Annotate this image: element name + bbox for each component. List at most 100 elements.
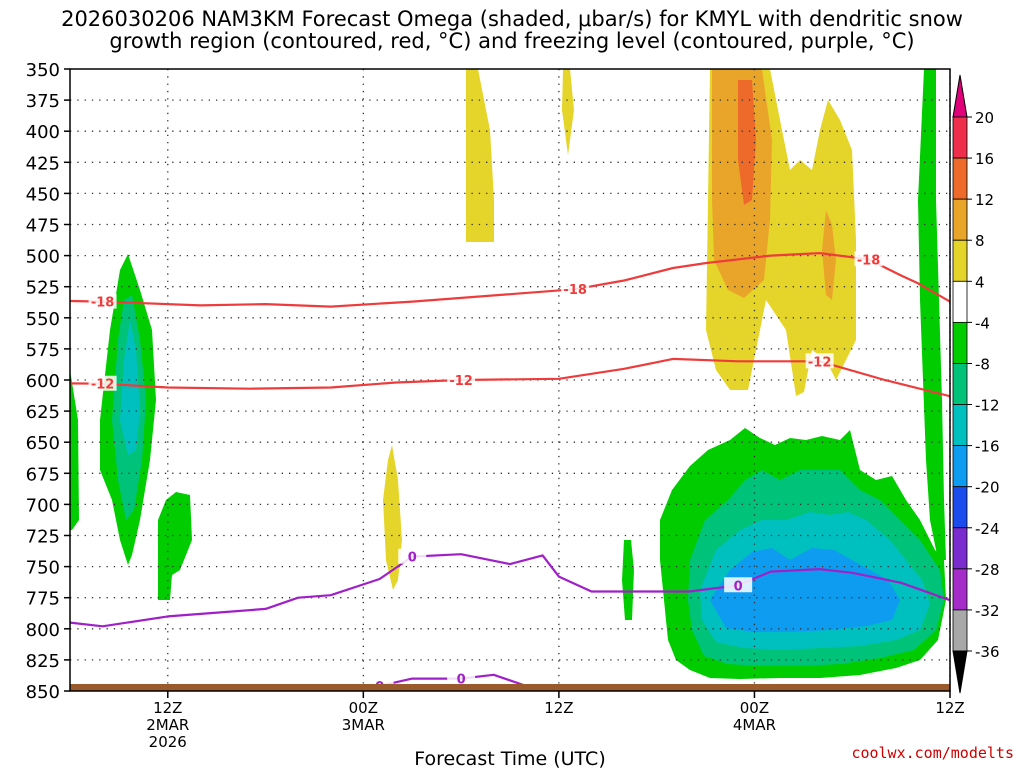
colorbar-label: 16 — [975, 150, 994, 168]
x-tick-label: 12Z — [935, 699, 964, 717]
omega-shading-layer — [70, 69, 946, 679]
colorbar-label: -28 — [975, 561, 1000, 579]
x-tick-label: 2MAR — [146, 716, 189, 734]
colorbar: 20 16 12 8 4 -4 -8 -12 -16 -20 -24 -28 -32 -36 — [952, 74, 1000, 694]
isotherm-label-bg — [398, 548, 427, 564]
isotherm-label: 0 — [734, 579, 743, 594]
omega-region-left-edge — [70, 380, 76, 510]
y-tick-label: 575 — [26, 340, 60, 361]
isotherm-label-bg — [854, 251, 883, 267]
colorbar-cell — [952, 363, 968, 405]
omega-region-green-small — [622, 540, 634, 620]
isotherm-label-bg — [724, 577, 753, 593]
x-tick-label: 00Z — [740, 699, 769, 717]
y-tick-label: 675 — [26, 464, 60, 485]
colorbar-cell — [952, 404, 968, 447]
credit-text: coolwx.com/modelts — [851, 744, 1014, 762]
y-tick-label: 850 — [26, 682, 60, 703]
colorbar-cell — [952, 609, 968, 652]
y-tick-label: 800 — [26, 620, 60, 641]
x-tick-label: 4MAR — [733, 716, 776, 734]
isotherm-line — [70, 357, 950, 398]
isotherm-label-bg — [88, 375, 117, 391]
isotherm-label-bg — [88, 293, 117, 309]
isotherm-label-bg — [447, 372, 476, 387]
colorbar-cell — [952, 527, 968, 570]
omega-region-yellow-1 — [466, 69, 494, 242]
omega-region-orange-right — [738, 80, 756, 205]
y-tick-label: 350 — [26, 60, 60, 81]
y-tick-label: 475 — [26, 216, 60, 237]
y-tick-label: 775 — [26, 589, 60, 610]
colorbar-bottom-arrow — [952, 650, 968, 694]
isotherm-label: -12 — [808, 355, 832, 370]
colorbar-cell — [952, 486, 968, 529]
colorbar-cell — [952, 116, 968, 159]
y-tick-label: 650 — [26, 433, 60, 454]
y-tick-label: 600 — [26, 371, 60, 392]
colorbar-label: -8 — [975, 355, 990, 373]
isotherm-label: -18 — [857, 253, 881, 268]
isotherm-label: -12 — [91, 378, 115, 393]
omega-region-yellow-2 — [562, 69, 574, 155]
colorbar-label: -32 — [975, 602, 1000, 620]
colorbar-label: 20 — [975, 109, 994, 127]
x-tick-label: 12Z — [544, 699, 573, 717]
y-tick-label: 400 — [26, 122, 60, 143]
y-tick-label: 625 — [26, 402, 60, 423]
isotherm-label: -18 — [91, 296, 115, 311]
colorbar-label: -4 — [975, 314, 990, 332]
y-tick-label: 500 — [26, 247, 60, 268]
isotherm-line — [70, 252, 950, 308]
isotherm-label-bg — [561, 281, 590, 297]
x-tick-label: 00Z — [349, 699, 378, 717]
x-tick-label: 12Z — [153, 699, 182, 717]
y-tick-label: 375 — [26, 91, 60, 112]
y-tick-label: 750 — [26, 558, 60, 579]
colorbar-top-arrow — [952, 74, 968, 118]
y-tick-label: 550 — [26, 309, 60, 330]
colorbar-cell — [952, 568, 968, 611]
colorbar-cell — [952, 198, 968, 241]
y-tick-label: 725 — [26, 527, 60, 548]
y-tick-label: 825 — [26, 651, 60, 672]
isotherm-label-bg — [447, 670, 476, 686]
x-tick-label: 3MAR — [342, 716, 385, 734]
chart-title-line-1: 2026030206 NAM3KM Forecast Omega (shaded… — [61, 7, 963, 31]
colorbar-label: 8 — [975, 232, 985, 250]
omega-region-left-green-3 — [158, 492, 192, 600]
isotherm-label: 0 — [457, 673, 466, 688]
colorbar-cell — [952, 157, 968, 200]
colorbar-cell — [952, 280, 968, 323]
y-tick-label: 700 — [26, 495, 60, 516]
colorbar-cell — [952, 239, 968, 282]
colorbar-label: -20 — [975, 479, 1000, 497]
isotherm-label: -12 — [449, 374, 473, 389]
ground-bar — [70, 684, 950, 691]
isotherm-label-bg — [805, 353, 834, 369]
omega-region-left-cyan — [120, 320, 140, 455]
y-tick-label: 525 — [26, 278, 60, 299]
isotherm-label: -18 — [563, 283, 587, 298]
colorbar-label: -36 — [975, 643, 1000, 661]
colorbar-cell — [952, 445, 968, 488]
y-tick-label: 450 — [26, 184, 60, 205]
isotherm-label: 0 — [408, 551, 417, 566]
omega-region-green-right-edge — [918, 69, 946, 560]
isotherm-line — [70, 553, 950, 628]
colorbar-label: -12 — [975, 397, 1000, 415]
x-tick-label: 2026 — [149, 733, 187, 751]
colorbar-label: -16 — [975, 438, 1000, 456]
colorbar-cell — [952, 321, 968, 364]
y-tick-label: 425 — [26, 153, 60, 174]
omega-region-yellow-3 — [383, 445, 402, 590]
omega-region-blue-core — [742, 560, 780, 620]
colorbar-label: 12 — [975, 191, 994, 209]
chart-title-line-2: growth region (contoured, red, °C) and f… — [109, 29, 915, 53]
colorbar-label: -24 — [975, 520, 1000, 538]
x-axis-label: Forecast Time (UTC) — [414, 748, 605, 768]
pressure-axis: 350 375 400 425 450 475 500 525 550 575 600 625 650 6… — [26, 60, 70, 703]
colorbar-label: 4 — [975, 273, 985, 291]
